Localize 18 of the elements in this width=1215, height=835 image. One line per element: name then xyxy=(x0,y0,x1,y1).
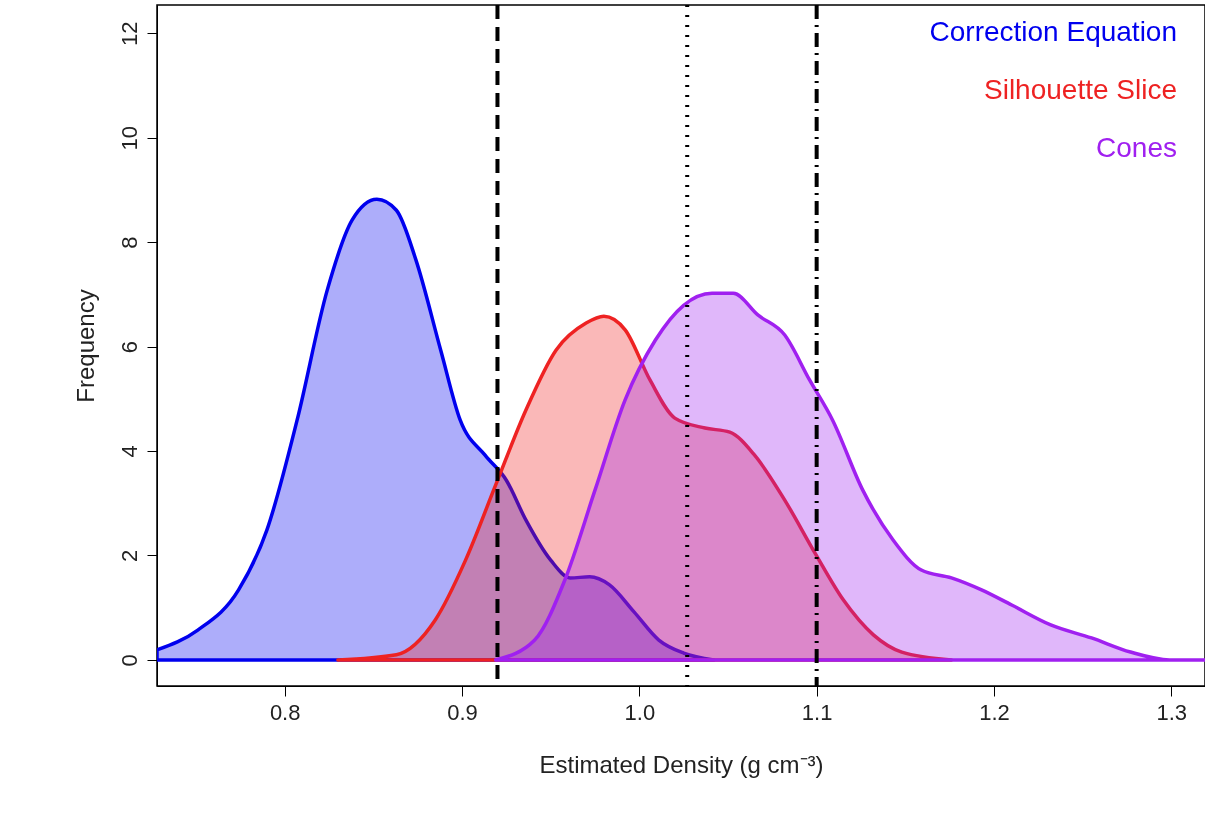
y-tick-label: 8 xyxy=(116,236,142,249)
x-tick-label: 0.8 xyxy=(269,699,301,725)
x-tick-label: 1.2 xyxy=(979,699,1010,725)
y-tick-label: 10 xyxy=(116,125,142,151)
y-tick-label: 12 xyxy=(116,21,142,46)
x-tick-label: 1.0 xyxy=(624,699,656,725)
x-tick-label: 0.9 xyxy=(447,699,478,725)
text: Silhouette Slice xyxy=(983,74,1177,105)
x-tick-label: 1.1 xyxy=(801,699,833,725)
text: Cones xyxy=(1096,132,1177,163)
y-tick-label: 0 xyxy=(116,654,142,667)
y-tick-label: 2 xyxy=(116,549,142,563)
x-tick-label: 1.3 xyxy=(1156,699,1188,725)
text: Correction Equation xyxy=(929,16,1177,47)
y-axis-title: Frequency xyxy=(71,289,99,403)
y-tick-label: 6 xyxy=(116,340,142,354)
y-tick-label: 4 xyxy=(116,445,142,458)
x-axis-title: Estimated Density (g cm⁻³) xyxy=(539,750,824,778)
